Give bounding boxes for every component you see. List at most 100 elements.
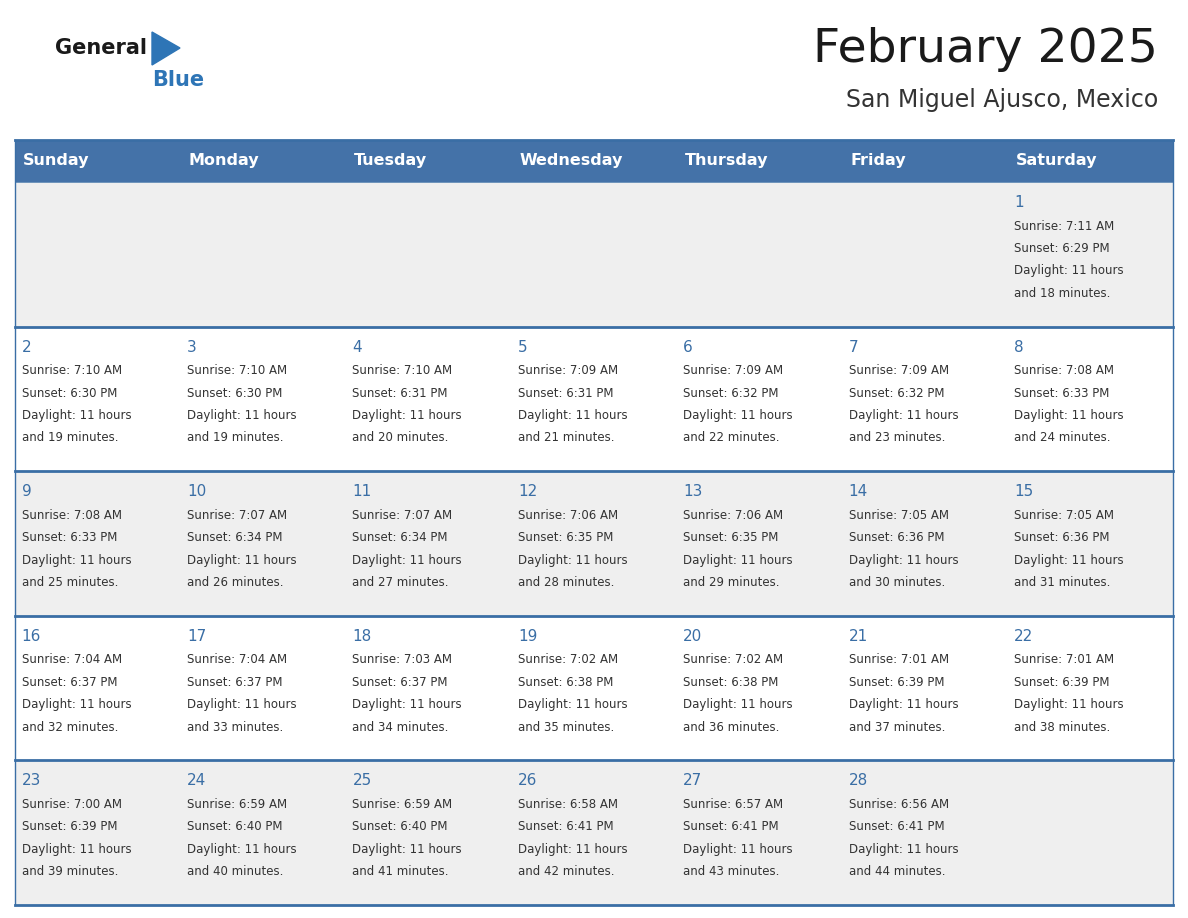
Bar [842, 182, 1007, 327]
Text: Sunday: Sunday [24, 153, 90, 169]
Text: Sunrise: 7:09 AM: Sunrise: 7:09 AM [848, 364, 949, 377]
Text: Daylight: 11 hours: Daylight: 11 hours [1015, 699, 1124, 711]
Text: Sunset: 6:38 PM: Sunset: 6:38 PM [683, 676, 778, 688]
Bar [511, 140, 677, 182]
Text: Sunrise: 6:57 AM: Sunrise: 6:57 AM [683, 798, 783, 811]
Text: Daylight: 11 hours: Daylight: 11 hours [683, 554, 792, 566]
Bar [181, 140, 346, 182]
Bar [511, 182, 677, 327]
Text: Daylight: 11 hours: Daylight: 11 hours [187, 843, 297, 856]
Text: 27: 27 [683, 773, 702, 789]
Text: 23: 23 [21, 773, 42, 789]
Text: 12: 12 [518, 484, 537, 499]
Bar [181, 760, 346, 905]
Text: Sunrise: 7:02 AM: Sunrise: 7:02 AM [683, 654, 783, 666]
Bar [346, 616, 511, 760]
Bar [346, 471, 511, 616]
Text: Sunset: 6:37 PM: Sunset: 6:37 PM [21, 676, 118, 688]
Text: 19: 19 [518, 629, 537, 644]
Text: 15: 15 [1015, 484, 1034, 499]
Bar [15, 616, 181, 760]
Bar [511, 616, 677, 760]
Text: Daylight: 11 hours: Daylight: 11 hours [683, 843, 792, 856]
Text: 18: 18 [353, 629, 372, 644]
Text: Sunset: 6:37 PM: Sunset: 6:37 PM [187, 676, 283, 688]
Text: Sunrise: 7:01 AM: Sunrise: 7:01 AM [848, 654, 949, 666]
Text: Sunrise: 7:08 AM: Sunrise: 7:08 AM [1015, 364, 1114, 377]
Text: 11: 11 [353, 484, 372, 499]
Text: Sunset: 6:32 PM: Sunset: 6:32 PM [848, 386, 944, 399]
Bar [511, 760, 677, 905]
Text: Daylight: 11 hours: Daylight: 11 hours [683, 699, 792, 711]
Text: Sunrise: 7:00 AM: Sunrise: 7:00 AM [21, 798, 121, 811]
Text: 10: 10 [187, 484, 207, 499]
Text: and 40 minutes.: and 40 minutes. [187, 866, 284, 879]
Text: Friday: Friday [851, 153, 906, 169]
Text: 28: 28 [848, 773, 868, 789]
Bar [346, 327, 511, 471]
Text: and 38 minutes.: and 38 minutes. [1015, 721, 1111, 733]
Text: and 36 minutes.: and 36 minutes. [683, 721, 779, 733]
Text: Daylight: 11 hours: Daylight: 11 hours [518, 554, 627, 566]
Text: and 41 minutes.: and 41 minutes. [353, 866, 449, 879]
Bar [842, 760, 1007, 905]
Text: Sunset: 6:31 PM: Sunset: 6:31 PM [353, 386, 448, 399]
Text: Saturday: Saturday [1016, 153, 1098, 169]
Bar [842, 616, 1007, 760]
Text: Sunrise: 7:04 AM: Sunrise: 7:04 AM [21, 654, 121, 666]
Text: and 23 minutes.: and 23 minutes. [848, 431, 946, 444]
Bar [181, 616, 346, 760]
Polygon shape [152, 32, 181, 65]
Text: 2: 2 [21, 340, 31, 354]
Text: Sunset: 6:39 PM: Sunset: 6:39 PM [21, 821, 118, 834]
Text: Sunrise: 7:04 AM: Sunrise: 7:04 AM [187, 654, 287, 666]
Text: and 28 minutes.: and 28 minutes. [518, 576, 614, 589]
Bar [677, 760, 842, 905]
Bar [677, 182, 842, 327]
Text: 14: 14 [848, 484, 868, 499]
Text: 13: 13 [683, 484, 703, 499]
Text: Daylight: 11 hours: Daylight: 11 hours [848, 554, 959, 566]
Text: Blue: Blue [152, 70, 204, 90]
Text: Sunset: 6:40 PM: Sunset: 6:40 PM [187, 821, 283, 834]
Text: Daylight: 11 hours: Daylight: 11 hours [353, 409, 462, 422]
Text: 5: 5 [518, 340, 527, 354]
Text: Daylight: 11 hours: Daylight: 11 hours [1015, 264, 1124, 277]
Text: Sunset: 6:35 PM: Sunset: 6:35 PM [683, 532, 778, 544]
Text: Sunrise: 7:05 AM: Sunrise: 7:05 AM [848, 509, 949, 521]
Text: Sunrise: 7:10 AM: Sunrise: 7:10 AM [353, 364, 453, 377]
Bar [511, 471, 677, 616]
Text: Daylight: 11 hours: Daylight: 11 hours [1015, 409, 1124, 422]
Text: San Miguel Ajusco, Mexico: San Miguel Ajusco, Mexico [846, 88, 1158, 112]
Text: General: General [55, 38, 147, 58]
Text: Sunset: 6:40 PM: Sunset: 6:40 PM [353, 821, 448, 834]
Text: and 27 minutes.: and 27 minutes. [353, 576, 449, 589]
Text: and 32 minutes.: and 32 minutes. [21, 721, 118, 733]
Text: Sunrise: 7:10 AM: Sunrise: 7:10 AM [187, 364, 287, 377]
Bar [842, 140, 1007, 182]
Text: Daylight: 11 hours: Daylight: 11 hours [21, 554, 131, 566]
Text: and 43 minutes.: and 43 minutes. [683, 866, 779, 879]
Bar [15, 140, 181, 182]
Text: and 39 minutes.: and 39 minutes. [21, 866, 118, 879]
Text: and 25 minutes.: and 25 minutes. [21, 576, 118, 589]
Text: Sunrise: 7:06 AM: Sunrise: 7:06 AM [683, 509, 783, 521]
Bar [511, 327, 677, 471]
Bar [346, 140, 511, 182]
Text: Sunset: 6:34 PM: Sunset: 6:34 PM [353, 532, 448, 544]
Bar [1007, 616, 1173, 760]
Text: Sunset: 6:38 PM: Sunset: 6:38 PM [518, 676, 613, 688]
Text: and 21 minutes.: and 21 minutes. [518, 431, 614, 444]
Text: Daylight: 11 hours: Daylight: 11 hours [518, 699, 627, 711]
Text: Daylight: 11 hours: Daylight: 11 hours [353, 843, 462, 856]
Text: Sunset: 6:41 PM: Sunset: 6:41 PM [518, 821, 613, 834]
Text: and 22 minutes.: and 22 minutes. [683, 431, 779, 444]
Bar [842, 471, 1007, 616]
Text: 24: 24 [187, 773, 207, 789]
Text: Daylight: 11 hours: Daylight: 11 hours [353, 554, 462, 566]
Text: and 35 minutes.: and 35 minutes. [518, 721, 614, 733]
Bar [15, 182, 181, 327]
Text: Sunrise: 7:01 AM: Sunrise: 7:01 AM [1015, 654, 1114, 666]
Text: Sunrise: 7:05 AM: Sunrise: 7:05 AM [1015, 509, 1114, 521]
Text: Sunset: 6:34 PM: Sunset: 6:34 PM [187, 532, 283, 544]
